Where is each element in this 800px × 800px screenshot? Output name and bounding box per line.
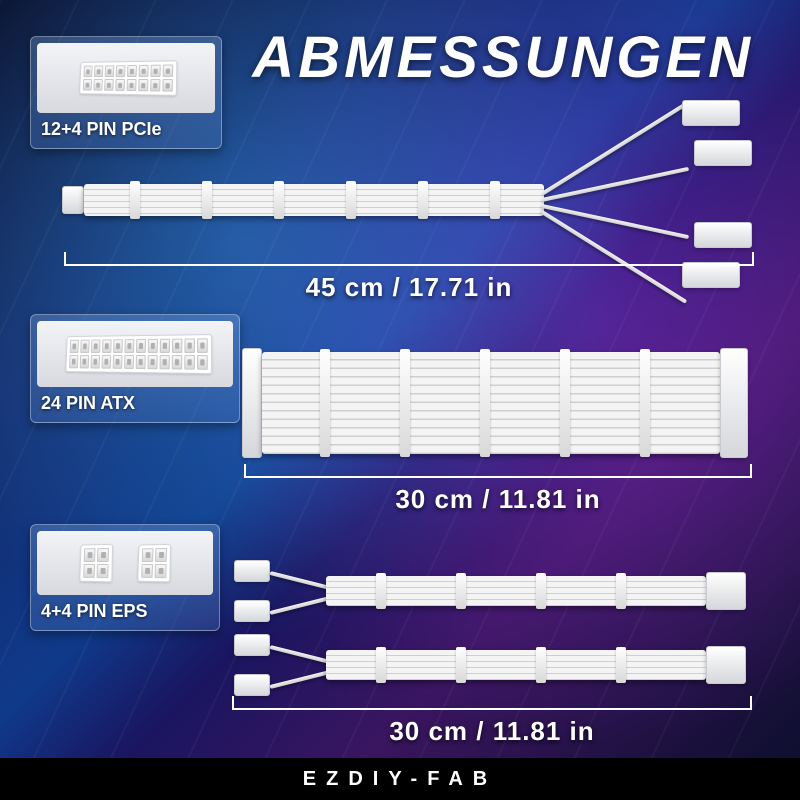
atx-measure: 30 cm / 11.81 in bbox=[244, 476, 752, 520]
brand-name: EZDIY-FAB bbox=[303, 768, 497, 791]
eps-measure: 30 cm / 11.81 in bbox=[232, 708, 752, 752]
card-atx: 24 PIN ATX bbox=[30, 314, 240, 423]
page-title: ABMESSUNGEN bbox=[252, 24, 754, 91]
atx-connector-thumb bbox=[37, 321, 233, 387]
eps-cable-1 bbox=[236, 566, 746, 616]
atx-label: 24 PIN ATX bbox=[37, 387, 233, 416]
eps-label: 4+4 PIN EPS bbox=[37, 595, 213, 624]
infographic-stage: ABMESSUNGEN 12+4 PIN PCIe bbox=[0, 0, 800, 800]
card-pcie: 12+4 PIN PCIe bbox=[30, 36, 222, 149]
card-eps: 4+4 PIN EPS bbox=[30, 524, 220, 631]
pcie-connector-thumb bbox=[37, 43, 215, 113]
pcie-dimension: 45 cm / 17.71 in bbox=[64, 272, 754, 303]
brand-footer: EZDIY-FAB bbox=[0, 758, 800, 800]
eps-cable-2 bbox=[236, 640, 746, 690]
pcie-label: 12+4 PIN PCIe bbox=[37, 113, 215, 142]
eps-connector-thumb bbox=[37, 531, 213, 595]
pcie-measure: 45 cm / 17.71 in bbox=[64, 264, 754, 310]
atx-dimension: 30 cm / 11.81 in bbox=[244, 484, 752, 515]
eps-dimension: 30 cm / 11.81 in bbox=[232, 716, 752, 747]
atx-cable bbox=[250, 348, 740, 458]
pcie-cable bbox=[84, 178, 544, 222]
